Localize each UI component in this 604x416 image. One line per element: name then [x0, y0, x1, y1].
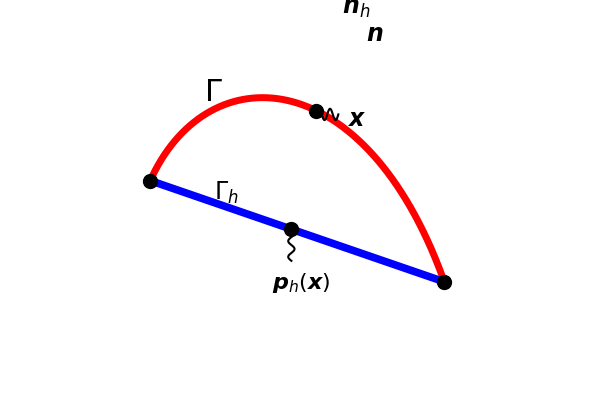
Text: $\Gamma_h$: $\Gamma_h$: [214, 180, 239, 206]
Text: $\Gamma$: $\Gamma$: [204, 77, 223, 108]
Text: $\boldsymbol{n}$: $\boldsymbol{n}$: [365, 22, 383, 45]
Text: $\boldsymbol{x}$: $\boldsymbol{x}$: [348, 106, 367, 131]
Text: $\boldsymbol{n}_h$: $\boldsymbol{n}_h$: [342, 0, 371, 20]
Text: $\boldsymbol{p}_h(\boldsymbol{x})$: $\boldsymbol{p}_h(\boldsymbol{x})$: [272, 271, 330, 295]
